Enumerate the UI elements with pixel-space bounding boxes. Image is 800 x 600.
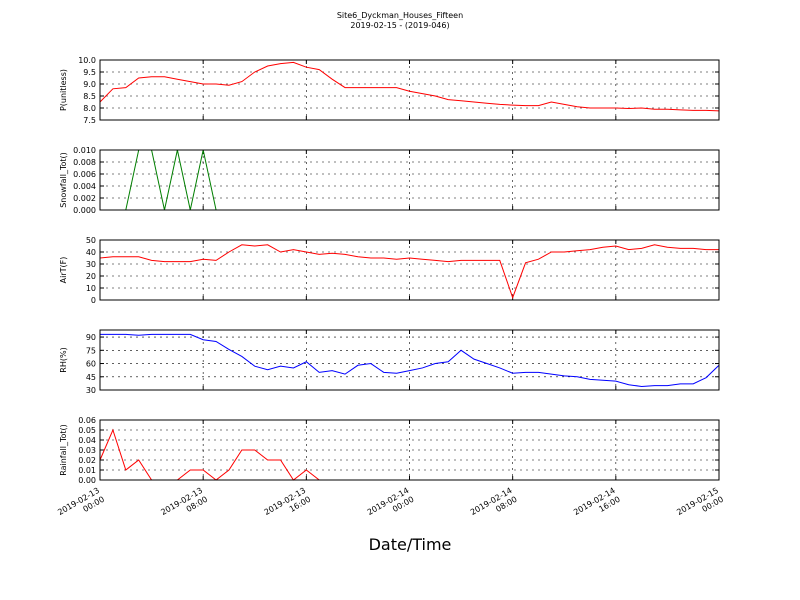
- y-tick-label: 20: [86, 272, 96, 281]
- y-tick-label: 8.0: [83, 104, 96, 113]
- y-tick-label: 0: [91, 296, 96, 305]
- y-tick-label: 9.0: [83, 80, 96, 89]
- plot-frame: [99, 59, 720, 121]
- y-tick-label: 30: [86, 260, 96, 269]
- y-tick-label: 50: [86, 236, 96, 245]
- x-tick-label: 2019-02-1416:00: [572, 486, 622, 526]
- x-tick-label: 2019-02-1408:00: [469, 486, 519, 526]
- plot-frame: [99, 239, 720, 301]
- y-tick-label: 0.008: [73, 158, 96, 167]
- y-tick-label: 9.5: [83, 68, 96, 77]
- y-tick-label: 30: [86, 386, 96, 395]
- y-axis-label: Snowfall_Tot(): [59, 152, 68, 208]
- y-tick-label: 0.06: [78, 416, 96, 425]
- x-tick-label: 2019-02-1316:00: [263, 486, 313, 526]
- x-tick-label: 2019-02-1308:00: [159, 486, 209, 526]
- y-tick-label: 0.002: [73, 194, 96, 203]
- data-line: [99, 61, 720, 112]
- plot-frame: [99, 329, 720, 391]
- x-tick-label: 2019-02-1400:00: [366, 486, 416, 526]
- x-tick-label: 2019-02-1300:00: [56, 486, 106, 526]
- y-tick-label: 0.03: [78, 446, 96, 455]
- y-axis-label: RH(%): [59, 347, 68, 372]
- data-line: [99, 244, 719, 300]
- y-tick-label: 0.05: [78, 426, 96, 435]
- y-tick-label: 0.02: [78, 456, 96, 465]
- y-tick-label: 75: [86, 346, 96, 355]
- figure-subtitle: 2019-02-15 - (2019-046): [350, 21, 449, 30]
- x-tick-label: 2019-02-1500:00: [675, 486, 725, 526]
- data-line: [100, 333, 720, 387]
- y-tick-label: 0.010: [73, 146, 96, 155]
- y-tick-label: 40: [86, 248, 96, 257]
- data-line: [99, 428, 719, 481]
- y-axis-label: AirT(F): [59, 257, 68, 284]
- y-tick-label: 0.00: [78, 476, 96, 485]
- y-axis-label: P(unitless): [59, 69, 68, 111]
- y-tick-label: 0.000: [73, 206, 96, 215]
- y-tick-label: 45: [86, 373, 96, 382]
- figure-title: Site6_Dyckman_Houses_Fifteen: [337, 11, 463, 20]
- y-tick-label: 0.004: [73, 182, 96, 191]
- y-tick-label: 10: [86, 284, 96, 293]
- x-axis-label: Date/Time: [369, 535, 452, 554]
- y-tick-label: 10.0: [78, 56, 96, 65]
- plot-frame: [99, 149, 720, 211]
- y-tick-label: 8.5: [83, 92, 96, 101]
- y-tick-label: 0.006: [73, 170, 96, 179]
- plot-frame: [99, 419, 720, 481]
- y-tick-label: 7.5: [83, 116, 96, 125]
- y-axis-label: Rainfall_Tot(): [59, 424, 68, 476]
- y-tick-label: 0.04: [78, 436, 96, 445]
- y-tick-label: 0.01: [78, 466, 96, 475]
- y-tick-label: 90: [86, 333, 96, 342]
- y-tick-label: 60: [86, 360, 96, 369]
